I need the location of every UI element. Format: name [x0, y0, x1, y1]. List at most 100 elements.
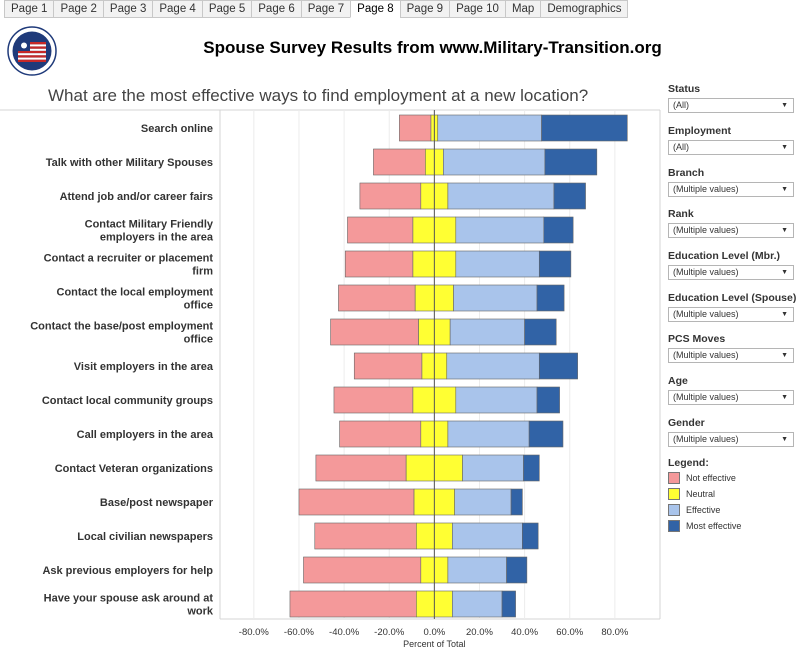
category-label: Contact Military Friendly employers in th…	[85, 219, 214, 244]
bar-not-effective	[333, 386, 414, 414]
category-label: Contact Veteran organizations	[55, 463, 213, 475]
legend-item: Not effective	[668, 470, 741, 486]
category-label: Visit employers in the area	[74, 361, 214, 373]
bar-effective	[447, 182, 555, 210]
x-tick-label: -60.0%	[284, 627, 315, 638]
bar-most-effective	[544, 148, 598, 176]
x-tick-label: 20.0%	[466, 627, 493, 638]
filter-label: PCS Moves	[668, 333, 726, 345]
filter-label: Status	[668, 83, 701, 95]
bar-not-effective	[359, 182, 422, 210]
category-label: Contact local community groups	[42, 395, 213, 407]
filter-label: Rank	[668, 208, 694, 220]
filter-dropdown[interactable]: (All) ▼	[668, 140, 794, 155]
filter-label: Employment	[668, 125, 732, 137]
filter-pcs-moves: PCS Moves (Multiple values) ▼	[668, 333, 794, 363]
bar-effective	[455, 216, 545, 244]
filter-dropdown[interactable]: (Multiple values) ▼	[668, 348, 794, 363]
category-label: Contact the base/post employment office	[30, 321, 213, 346]
tab-page-6[interactable]: Page 6	[251, 0, 302, 18]
bar-most-effective	[536, 284, 565, 312]
filter-dropdown[interactable]: (Multiple values) ▼	[668, 265, 794, 280]
filter-dropdown[interactable]: (Multiple values) ▼	[668, 307, 794, 322]
filter-rank: Rank (Multiple values) ▼	[668, 208, 794, 238]
bar-not-effective	[314, 522, 417, 550]
filter-value: (Multiple values)	[673, 267, 739, 277]
bar-most-effective	[501, 590, 516, 618]
filter-education-level-mbr: Education Level (Mbr.) (Multiple values) ▼	[668, 250, 794, 280]
filter-value: (Multiple values)	[673, 184, 739, 194]
filter-gender: Gender (Multiple values) ▼	[668, 417, 794, 447]
filter-age: Age (Multiple values) ▼	[668, 375, 794, 405]
filter-status: Status (All) ▼	[668, 83, 794, 113]
filter-value: (All)	[673, 142, 689, 152]
bar-not-effective	[347, 216, 414, 244]
tab-page-5[interactable]: Page 5	[201, 0, 253, 18]
legend-label: Effective	[686, 505, 721, 515]
bar-most-effective	[536, 386, 560, 414]
legend-swatch	[668, 504, 680, 516]
category-label: Contact the local employment office	[57, 287, 214, 312]
x-tick-label: 80.0%	[601, 627, 628, 638]
tab-map[interactable]: Map	[504, 0, 542, 18]
bar-not-effective	[399, 114, 432, 142]
bar-most-effective	[543, 216, 574, 244]
tab-page-2[interactable]: Page 2	[53, 0, 104, 18]
dropdown-arrow-icon: ▼	[781, 311, 788, 318]
filter-value: (Multiple values)	[673, 309, 739, 319]
x-tick-label: 0.0%	[424, 627, 446, 638]
filter-dropdown[interactable]: (Multiple values) ▼	[668, 182, 794, 197]
legend-title: Legend:	[668, 457, 709, 469]
bar-most-effective	[522, 522, 539, 550]
dropdown-arrow-icon: ▼	[781, 394, 788, 401]
bar-most-effective	[506, 556, 528, 584]
filter-employment: Employment (All) ▼	[668, 125, 794, 155]
tab-page-8[interactable]: Page 8	[350, 0, 401, 18]
bar-effective	[452, 590, 503, 618]
tab-page-3[interactable]: Page 3	[102, 0, 154, 18]
tab-page-1[interactable]: Page 1	[4, 0, 55, 18]
filter-dropdown[interactable]: (Multiple values) ▼	[668, 390, 794, 405]
dropdown-arrow-icon: ▼	[781, 186, 788, 193]
dropdown-arrow-icon: ▼	[781, 102, 788, 109]
x-tick-label: -40.0%	[329, 627, 360, 638]
legend-swatch	[668, 488, 680, 500]
bar-not-effective	[303, 556, 422, 584]
filter-dropdown[interactable]: (Multiple values) ▼	[668, 223, 794, 238]
tab-page-9[interactable]: Page 9	[399, 0, 451, 18]
bar-effective	[454, 488, 512, 516]
chart-question: What are the most effective ways to find…	[48, 86, 589, 105]
bar-not-effective	[289, 590, 417, 618]
tab-page-10[interactable]: Page 10	[449, 0, 506, 18]
x-axis-title: Percent of Total	[403, 639, 465, 647]
tab-page-4[interactable]: Page 4	[152, 0, 203, 18]
legend-item: Most effective	[668, 518, 741, 534]
x-tick-label: 40.0%	[511, 627, 538, 638]
dropdown-arrow-icon: ▼	[781, 352, 788, 359]
legend-label: Most effective	[686, 521, 742, 531]
filter-value: (Multiple values)	[673, 392, 739, 402]
legend-label: Neutral	[686, 489, 716, 499]
filter-value: (Multiple values)	[673, 350, 739, 360]
tab-page-7[interactable]: Page 7	[300, 0, 352, 18]
category-label: Search online	[141, 123, 213, 135]
bar-not-effective	[315, 454, 407, 482]
legend-swatch	[668, 520, 680, 532]
tab-demographics[interactable]: Demographics	[540, 0, 629, 18]
category-label: Ask previous employers for help	[42, 565, 213, 577]
bar-most-effective	[524, 318, 557, 346]
diverging-bar-chart: Search online Talk with other Military Sp…	[0, 109, 661, 647]
filter-value: (Multiple values)	[673, 225, 739, 235]
filter-value: (Multiple values)	[673, 434, 739, 444]
filter-dropdown[interactable]: (All) ▼	[668, 98, 794, 113]
bar-effective	[453, 284, 538, 312]
x-tick-label: 60.0%	[556, 627, 583, 638]
bar-effective	[446, 352, 540, 380]
filter-dropdown[interactable]: (Multiple values) ▼	[668, 432, 794, 447]
category-label: Contact a recruiter or placement firm	[44, 253, 214, 278]
x-tick-label: -80.0%	[239, 627, 270, 638]
bar-effective	[443, 148, 546, 176]
bar-not-effective	[353, 352, 423, 380]
bar-not-effective	[298, 488, 415, 516]
bar-most-effective	[510, 488, 523, 516]
